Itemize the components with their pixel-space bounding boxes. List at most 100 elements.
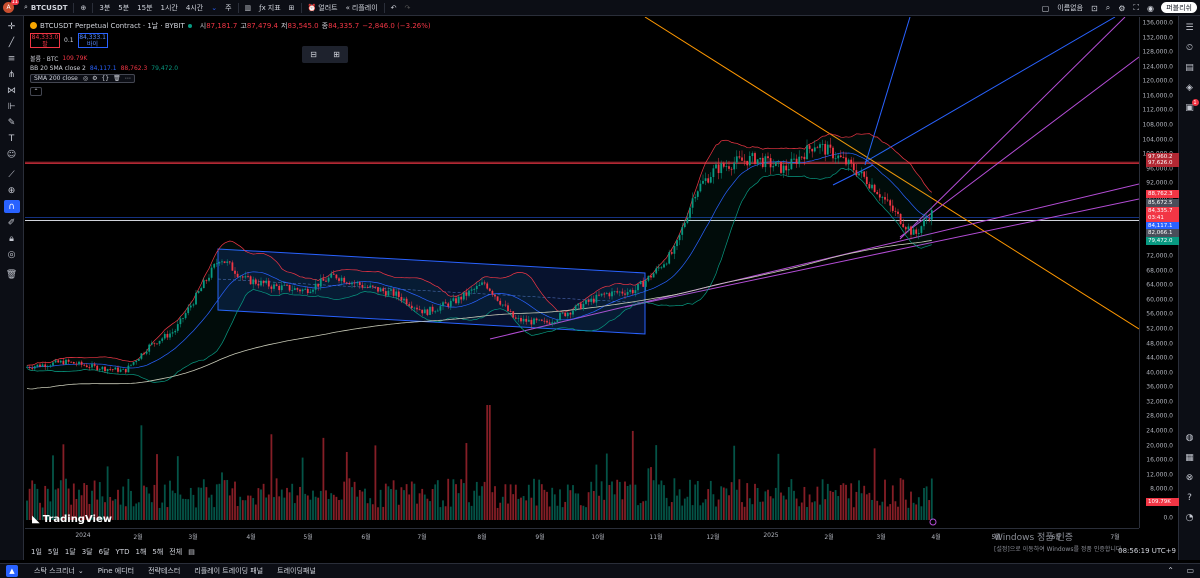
volume-bar [189, 487, 192, 520]
trendline-icon[interactable]: ╱ [8, 37, 15, 48]
volume-bar [715, 506, 717, 520]
volume-bar [80, 495, 83, 520]
sell-button[interactable]: 84,333.0 팔 [30, 33, 60, 48]
tab-strategy-tester[interactable]: 전략테스터 [148, 567, 181, 575]
sma-legend[interactable]: SMA 200 close ◎ ⚙ {} 🗑︎ ⋯ [30, 74, 135, 83]
symbol-legend-row[interactable]: BTCUSDT Perpetual Contract · 1날 · BYBIT … [30, 20, 431, 31]
camera-icon[interactable]: ◉ [1147, 3, 1154, 13]
collapse-legend-button[interactable]: ⌃ [30, 87, 42, 96]
collapse-panel-icon[interactable]: ⌃ [1167, 566, 1174, 575]
utc-clock[interactable]: 08:56:19 UTC+9 [1118, 547, 1176, 555]
volume-bar [759, 501, 762, 520]
interval-15m[interactable]: 15분 [137, 3, 153, 12]
ruler-icon[interactable]: ⟋ [8, 169, 15, 180]
chart-canvas[interactable] [25, 17, 1139, 528]
alert-button[interactable]: ⏰ 얼러트 [307, 3, 338, 12]
volume-bar [83, 483, 86, 520]
text-icon[interactable]: T [8, 133, 15, 144]
magnet-icon[interactable]: ∩ [3, 200, 20, 213]
tab-replay-trading-panel[interactable]: 리플레이 트레이딩 패널 [194, 567, 264, 575]
range-ytd[interactable]: YTD [115, 547, 130, 556]
chart-type-button[interactable]: ▥ [241, 0, 256, 16]
symbol-search-button[interactable]: ⌕ BTCUSDT [24, 3, 68, 12]
lock-icon[interactable]: 🔒︎ [9, 233, 14, 244]
candle-body [803, 156, 806, 160]
range-3m[interactable]: 3달 [81, 547, 93, 556]
watchlist-icon[interactable]: ☰ [1185, 23, 1194, 33]
time-axis[interactable]: 2024 2월 3월 4월 5월 6월 7월 8월 9월 10월 11월 12월 2025 2월 3월 4월 5… [25, 528, 1139, 543]
indicators-button[interactable]: ƒx 지표 [259, 3, 281, 12]
bb-legend[interactable]: BB 20 SMA close 2 84,117.1 88,762.3 79,4… [30, 65, 179, 72]
tab-stock-screener[interactable]: 스탁 스크리너 ⌄ [34, 567, 84, 575]
candle-body [163, 333, 166, 339]
horizontal-lines-icon[interactable]: ≡ [7, 53, 16, 64]
crosshair-icon[interactable]: ✛ [7, 21, 16, 32]
trash-icon[interactable]: 🗑︎ [113, 75, 121, 82]
tab-trading-panel[interactable]: 트레이딩패널 [277, 567, 316, 575]
screener-icon[interactable]: ⊗ [1185, 473, 1194, 483]
fullscreen-icon[interactable]: ⛶ [1133, 3, 1140, 12]
help-icon[interactable]: ? [1187, 493, 1192, 503]
range-all[interactable]: 전체 [169, 547, 183, 556]
trash-icon[interactable]: 🗑︎ [5, 269, 18, 280]
publish-button[interactable]: 퍼블리쉬 [1161, 2, 1197, 13]
price-chart[interactable] [25, 17, 1139, 528]
compare-symbol-button[interactable]: ⊕ [76, 0, 90, 16]
range-6m[interactable]: 6달 [98, 547, 110, 556]
range-5y[interactable]: 5해 [152, 547, 164, 556]
interval-dropdown[interactable]: ⌄ [207, 0, 221, 16]
user-avatar[interactable]: A 11 [3, 0, 19, 13]
eye-icon[interactable]: ◎ [82, 75, 89, 82]
pitchfork-icon[interactable]: ⋔ [7, 69, 16, 80]
emoji-icon[interactable]: ☺ [6, 149, 17, 160]
brush-icon[interactable]: ✎ [7, 117, 16, 128]
templates-button[interactable]: ⊞ [285, 0, 299, 16]
interval-1h[interactable]: 1시간 [160, 3, 178, 12]
grid-layout-icon[interactable]: ⊡ [1091, 3, 1098, 13]
volume-legend[interactable]: 볼륨 · BTC 109.79K [30, 55, 88, 63]
source-code-icon[interactable]: {} [101, 75, 110, 82]
buy-button[interactable]: 84,333.1 바이 [77, 33, 108, 48]
range-1m[interactable]: 1달 [64, 547, 76, 556]
zoom-in-icon[interactable]: ⊕ [7, 185, 16, 196]
price-axis[interactable]: 136,000.0 132,000.0 128,000.0 124,000.0 120,… [1139, 17, 1179, 528]
settings-icon[interactable]: ⚙ [1118, 3, 1126, 13]
expand-panel-icon[interactable]: ▲ [6, 565, 18, 577]
search-icon[interactable]: ⌕ [1105, 3, 1111, 12]
range-1y[interactable]: 1해 [135, 547, 147, 556]
interval-5m[interactable]: 5분 [118, 3, 130, 12]
measure-icon[interactable]: ⊩ [7, 101, 16, 112]
tradingview-logo[interactable]: ◣ TradingView [32, 514, 112, 525]
data-window-icon[interactable]: ▤ [1185, 63, 1194, 73]
chat-badge: 1 [1191, 99, 1199, 106]
price-tick: 128,000.0 [1142, 48, 1173, 56]
tab-pine-editor[interactable]: Pine 에디터 [97, 567, 135, 575]
interval-4h[interactable]: 4시간 [185, 3, 204, 12]
alarm-clock-icon[interactable]: ⏲ [1185, 43, 1194, 53]
chat-icon[interactable]: ▣ 1 [1185, 99, 1199, 113]
interval-3m[interactable]: 3분 [99, 3, 111, 12]
redo-button[interactable]: ↷ [401, 0, 415, 16]
layout-name[interactable]: 이름없음 [1057, 4, 1084, 12]
range-5d[interactable]: 5일 [47, 547, 59, 556]
undo-button[interactable]: ↶ [387, 0, 401, 16]
maximize-panel-icon[interactable]: ▭ [1186, 566, 1194, 575]
replay-button[interactable]: «리플레이 [345, 3, 378, 12]
candle-body [561, 312, 564, 314]
eye-icon[interactable]: ◎ [7, 249, 16, 260]
layers-icon[interactable]: ◈ [1186, 83, 1193, 93]
layout-icon[interactable]: ▢ [1041, 3, 1050, 13]
candle-body [546, 320, 548, 323]
more-icon[interactable]: ⋯ [124, 75, 131, 82]
notifications-icon[interactable]: ◔ [1185, 513, 1194, 523]
calendar-icon[interactable]: ▦ [1185, 453, 1194, 463]
ideas-icon[interactable]: ◍ [1185, 433, 1194, 443]
interval-week[interactable]: 주 [225, 3, 232, 12]
stay-drawing-icon[interactable]: ✐ [7, 217, 16, 228]
range-1d[interactable]: 1일 [31, 547, 42, 556]
calendar-range-icon[interactable]: ▤ [188, 547, 195, 556]
pattern-icon[interactable]: ⋈ [7, 85, 16, 96]
settings-icon[interactable]: ⚙ [92, 75, 98, 82]
align-icon[interactable]: ⊟ [310, 50, 317, 59]
settings-icon[interactable]: ⊞ [333, 50, 340, 59]
